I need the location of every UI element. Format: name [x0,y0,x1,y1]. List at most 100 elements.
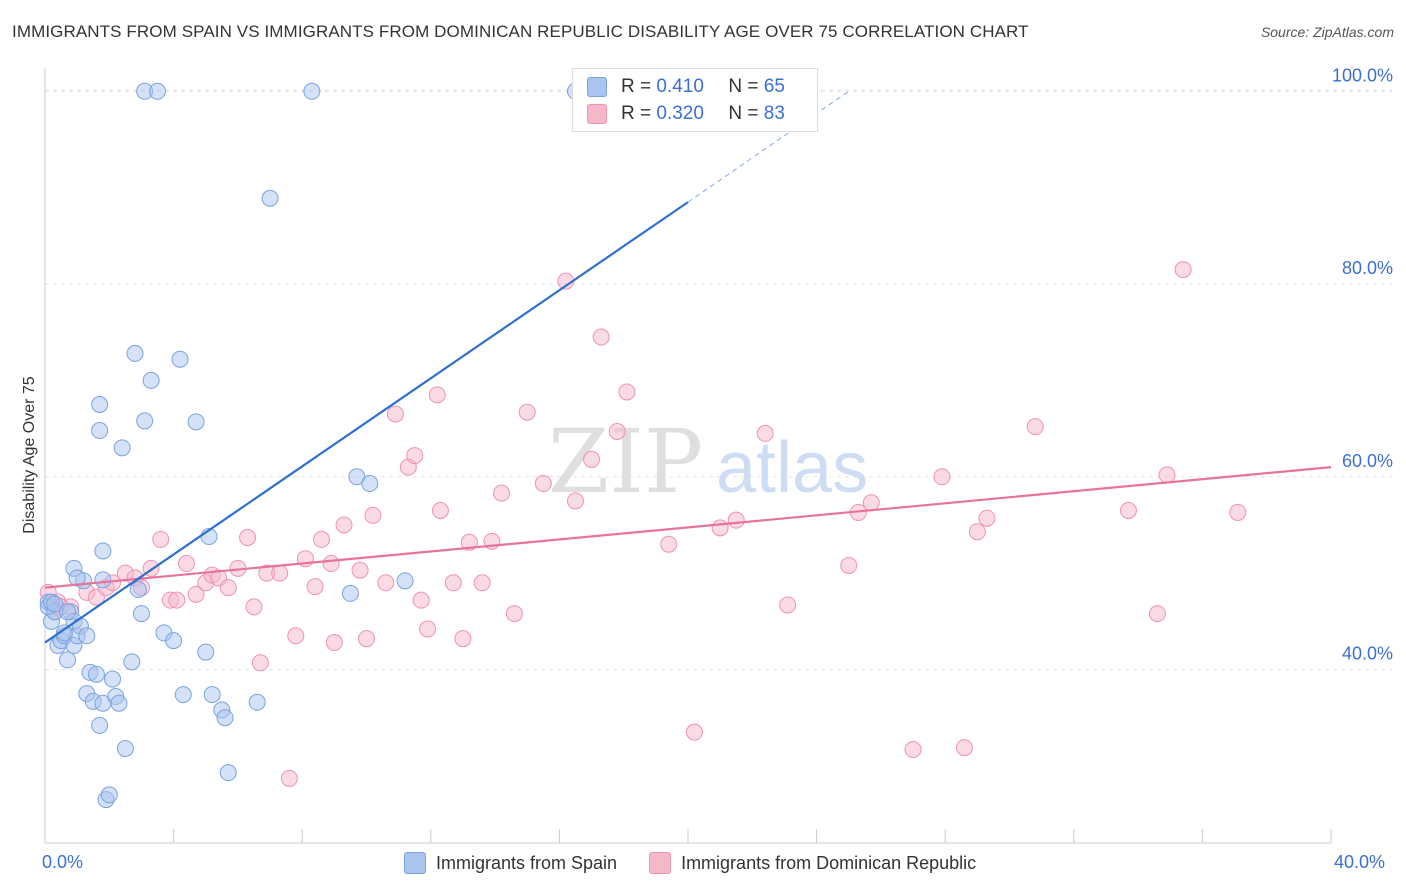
spain-point [142,371,160,389]
spain-point [91,422,109,440]
y-tick-label: 60.0% [1342,451,1393,471]
dominican-point [592,328,610,346]
legend-row-spain: R = 0.410 N = 65 [587,75,785,99]
dominican-point [187,585,205,603]
spain-points [39,82,584,809]
spain-point [261,189,279,207]
dominican-point [493,484,511,502]
dominican-point [325,634,343,652]
dominican-point [840,556,858,574]
dominican-point [727,511,745,529]
legend-dominican-swatch [649,852,672,874]
dominican-point [1229,503,1247,521]
spain-point [94,571,112,589]
dominican-point [608,422,626,440]
dominican-point [444,574,462,592]
dominican-swatch [587,104,607,124]
spain-point [91,395,109,413]
legend-spain-swatch [404,852,426,874]
dominican-point [1174,261,1192,279]
legend-dominican-label: Immigrants from Dominican Republic [681,852,977,873]
dominican-point [386,405,404,423]
dominican-point [1148,605,1166,623]
dominican-point [431,502,449,520]
dominican-point [219,579,237,597]
dominican-point [245,598,263,616]
dominican-point [685,723,703,741]
dominican-point [364,506,382,524]
y-tick-label: 100.0% [1332,65,1393,85]
spain-point [219,764,237,782]
dominican-point [454,630,472,648]
axes [44,68,1332,844]
dominican-point [711,519,729,537]
spain-point [396,572,414,590]
dominican-point [618,383,636,401]
watermark: ZIP atlas [548,410,868,513]
dominican-point [505,605,523,623]
dominican-point [280,769,298,787]
spain-point [100,786,118,804]
dominican-point [271,564,289,582]
dominican-point [955,739,973,757]
spain-trend-line [44,201,689,644]
spain-point [123,653,141,671]
spain-point [303,82,321,100]
dominican-point [152,530,170,548]
spain-trend-extension [687,90,850,203]
spain-point [116,740,134,758]
spain-point [94,542,112,560]
dominican-point [1026,418,1044,436]
spain-point [110,694,128,712]
dominican-point [566,492,584,510]
dominican-n-value: 83 [763,103,785,124]
spain-r-value: 0.410 [656,76,704,97]
dominican-point [978,509,996,527]
spain-point [136,412,154,430]
spain-n-label: N = [728,76,759,97]
spain-point [165,632,183,650]
spain-point [171,350,189,368]
spain-point [149,82,167,100]
x-tick-min: 0.0% [42,852,84,872]
spain-point [197,643,215,661]
dominican-point [583,450,601,468]
spain-point [248,693,266,711]
dominican-point [306,578,324,596]
spain-point [104,670,122,688]
dominican-point [335,516,353,534]
dominican-point [660,535,678,553]
spain-point [174,686,192,704]
chart-title: IMMIGRANTS FROM SPAIN VS IMMIGRANTS FROM… [12,22,1029,41]
spain-point [341,584,359,602]
spain-n-value: 65 [763,76,785,97]
dominican-point [779,596,797,614]
spain-point [361,475,379,493]
spain-point [78,627,96,645]
dominican-n-label: N = [728,103,759,124]
spain-point [46,595,64,613]
dominican-r-value: 0.320 [656,103,704,124]
dominican-point [419,620,437,638]
dominican-trend-line [44,466,1332,589]
dominican-point [1119,502,1137,520]
dominican-point [239,528,257,546]
spain-point [87,665,105,683]
dominican-point [312,530,330,548]
dominican-point [322,555,340,573]
y-tick-label: 40.0% [1342,644,1393,664]
spain-point [187,413,205,431]
dominican-point [377,574,395,592]
dominican-point [412,591,430,609]
spain-point [59,651,77,669]
dominican-point [518,403,536,421]
spain-point [126,344,144,362]
dominican-point [904,741,922,759]
dominican-point [1158,466,1176,484]
dominican-point [251,654,269,672]
spain-point [216,709,234,727]
dominican-point [428,386,446,404]
dominican-point [933,468,951,486]
dominican-point [358,630,375,648]
